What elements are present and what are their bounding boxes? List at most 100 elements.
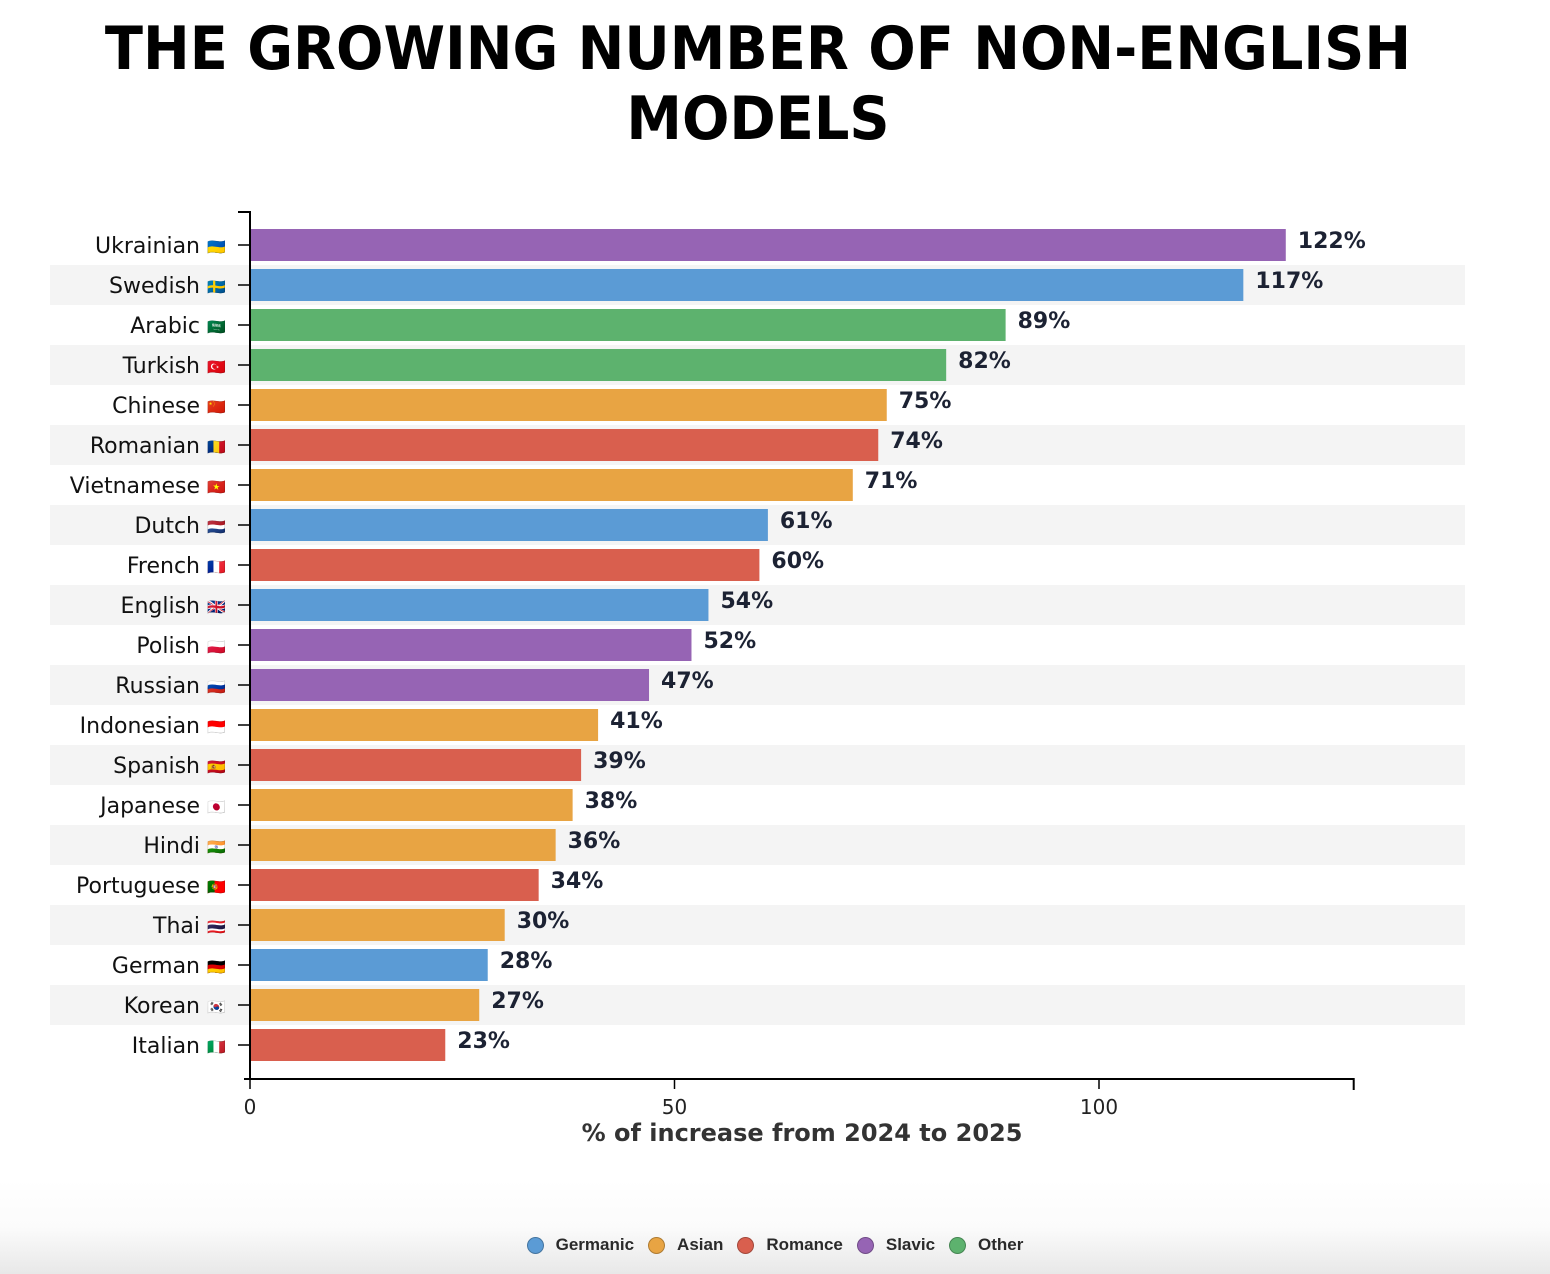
flag-icon-dutch: 🇳🇱 <box>207 519 226 536</box>
flag-icon-ukrainian: 🇺🇦 <box>207 239 226 256</box>
legend-label: Germanic <box>555 1235 635 1254</box>
legend-dot-icon <box>856 1236 874 1254</box>
legend-label: Romance <box>766 1235 843 1254</box>
bar-korean[interactable] <box>250 989 480 1021</box>
category-label-romanian: Romanian <box>90 434 200 459</box>
bar-indonesian[interactable] <box>250 709 599 741</box>
bar-japanese[interactable] <box>250 789 573 821</box>
legend-item-slavic[interactable]: Slavic <box>856 1235 936 1255</box>
x-tick-label-100: 100 <box>1080 1095 1118 1119</box>
value-label-russian: 47% <box>661 669 714 694</box>
category-label-dutch: Dutch <box>134 514 200 539</box>
flag-icon-portuguese: 🇵🇹 <box>207 879 226 896</box>
legend-label: Slavic <box>885 1235 936 1254</box>
value-labels: 122% 117% 89% 82%75% 74% 71% 61% 60% 54% 52% 47% 41… <box>457 229 1365 1054</box>
y-axis-line <box>238 211 251 1079</box>
flag-icon-vietnamese: 🇻🇳 <box>207 479 226 496</box>
legend-dot-icon <box>949 1236 967 1254</box>
value-label-swedish: 117% <box>1255 269 1323 294</box>
flag-icon-thai: 🇹🇭 <box>207 919 226 936</box>
flag-icon-spanish: 🇪🇸 <box>207 759 226 776</box>
category-label-turkish: Turkish <box>122 354 200 379</box>
value-label-arabic: 89% <box>1018 309 1071 334</box>
flag-icon-english: 🇬🇧 <box>207 599 226 616</box>
category-label-chinese: Chinese <box>112 394 200 419</box>
category-label-english: English <box>121 594 200 619</box>
bar-spanish[interactable] <box>250 749 582 781</box>
flag-icon-french: 🇫🇷 <box>207 559 226 576</box>
flag-icon-italian: 🇮🇹 <box>207 1039 226 1056</box>
bar-romanian[interactable] <box>250 429 879 461</box>
value-label-japanese: 38% <box>585 789 638 814</box>
x-axis-line <box>249 1068 1355 1090</box>
flag-icon-indonesian: 🇮🇩 <box>207 719 226 736</box>
x-tick-label-0: 0 <box>244 1095 257 1119</box>
value-label-polish: 52% <box>703 629 756 654</box>
bar-portuguese[interactable] <box>250 869 539 901</box>
category-label-indonesian: Indonesian <box>80 714 200 739</box>
category-label-arabic: Arabic <box>130 314 200 339</box>
value-label-thai: 30% <box>517 909 570 934</box>
flag-icon-korean: 🇰🇷 <box>207 999 226 1016</box>
legend-item-romance[interactable]: Romance <box>737 1235 843 1255</box>
legend-dot-icon <box>526 1236 544 1254</box>
footer-bar <box>0 1180 1550 1274</box>
category-label-korean: Korean <box>124 994 200 1019</box>
bar-vietnamese[interactable] <box>250 469 853 501</box>
value-label-vietnamese: 71% <box>865 469 918 494</box>
value-label-italian: 23% <box>457 1029 510 1054</box>
flag-icon-hindi: 🇮🇳 <box>207 839 226 856</box>
value-label-english: 54% <box>720 589 773 614</box>
value-label-indonesian: 41% <box>610 709 663 734</box>
axes: 0 50 100 <box>238 211 1355 1119</box>
legend-item-other[interactable]: Other <box>949 1235 1023 1255</box>
bars <box>250 229 1286 1061</box>
legend-dot-icon <box>737 1236 755 1254</box>
chart-title: THE GROWING NUMBER OF NON-ENGLISH MODELS <box>104 14 1412 154</box>
category-label-ukrainian: Ukrainian <box>95 234 200 259</box>
flag-icon-japanese: 🇯🇵 <box>207 799 226 816</box>
value-label-romanian: 74% <box>890 429 943 454</box>
category-label-thai: Thai <box>152 914 200 939</box>
bar-russian[interactable] <box>250 669 650 701</box>
bar-german[interactable] <box>250 949 488 981</box>
bar-swedish[interactable] <box>250 269 1244 301</box>
value-label-portuguese: 34% <box>551 869 604 894</box>
bar-dutch[interactable] <box>250 509 768 541</box>
flag-icon-german: 🇩🇪 <box>207 959 226 976</box>
flag-icon-arabic: 🇸🇦 <box>207 319 226 336</box>
bar-hindi[interactable] <box>250 829 556 861</box>
value-label-chinese: 75% <box>899 389 952 414</box>
bar-english[interactable] <box>250 589 709 621</box>
category-labels: Ukrainian 🇺🇦 Swedish 🇸🇪 Arabic 🇸🇦 Turkish 🇹🇷 Chi… <box>70 234 226 1059</box>
category-label-vietnamese: Vietnamese <box>70 474 200 499</box>
category-label-polish: Polish <box>136 634 200 659</box>
value-label-french: 60% <box>771 549 824 574</box>
legend-label: Other <box>978 1235 1024 1254</box>
bar-arabic[interactable] <box>250 309 1006 341</box>
legend-label: Asian <box>677 1235 724 1254</box>
flag-icon-turkish: 🇹🇷 <box>207 359 226 376</box>
x-tick-label-50: 50 <box>662 1095 687 1119</box>
value-label-german: 28% <box>500 949 553 974</box>
category-label-german: German <box>112 954 200 979</box>
bar-chinese[interactable] <box>250 389 887 421</box>
value-label-hindi: 36% <box>568 829 621 854</box>
flag-icon-chinese: 🇨🇳 <box>207 399 226 416</box>
flag-icon-romanian: 🇷🇴 <box>207 439 226 456</box>
bar-thai[interactable] <box>250 909 505 941</box>
value-label-dutch: 61% <box>780 509 833 534</box>
value-label-korean: 27% <box>491 989 544 1014</box>
value-label-ukrainian: 122% <box>1298 229 1366 254</box>
bar-polish[interactable] <box>250 629 692 661</box>
bar-ukrainian[interactable] <box>250 229 1286 261</box>
bar-chart: 122% 117% 89% 82%75% 74% 71% 61% 60% 54% 52% 47% 41… <box>50 211 1465 1147</box>
legend-item-germanic[interactable]: Germanic <box>526 1235 635 1255</box>
category-label-spanish: Spanish <box>113 754 200 779</box>
bar-italian[interactable] <box>250 1029 446 1061</box>
category-label-japanese: Japanese <box>98 794 200 819</box>
category-label-italian: Italian <box>132 1034 200 1059</box>
legend-item-asian[interactable]: Asian <box>648 1235 723 1255</box>
bar-turkish[interactable] <box>250 349 947 381</box>
bar-french[interactable] <box>250 549 760 581</box>
